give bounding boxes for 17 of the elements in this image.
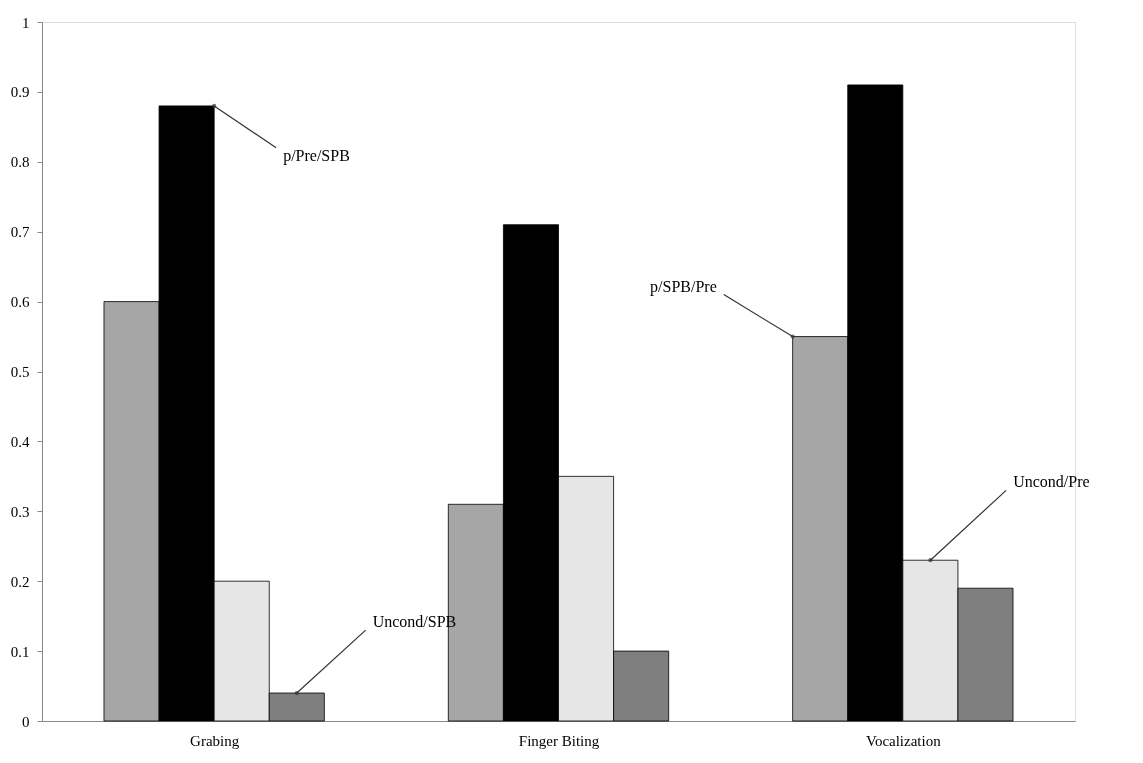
x-tick-label: Grabing	[190, 732, 240, 749]
y-tick-label: 0.5	[10, 364, 30, 380]
y-tick-label: 0.8	[10, 154, 30, 171]
x-tick-label: Vocalization	[865, 732, 942, 749]
y-tick-label: 1	[22, 14, 30, 31]
text: p/Pre/SPB	[283, 146, 350, 165]
text: p/SPB/Pre	[650, 277, 717, 296]
y-tick-label: 0.4	[10, 433, 30, 450]
y-tick-label: 0.1	[10, 643, 30, 660]
y-tick-label: 0.2	[10, 573, 30, 590]
y-tick-label: 0.3	[10, 503, 30, 520]
y-tick-label: 0.7	[10, 224, 30, 241]
text: Uncond/Pre	[1013, 473, 1090, 491]
y-tick-label: 0.9	[10, 84, 30, 101]
y-tick-label: 0.6	[10, 294, 30, 311]
x-tick-label: Finger Biting	[518, 732, 600, 749]
y-tick-label: 0	[22, 713, 30, 730]
